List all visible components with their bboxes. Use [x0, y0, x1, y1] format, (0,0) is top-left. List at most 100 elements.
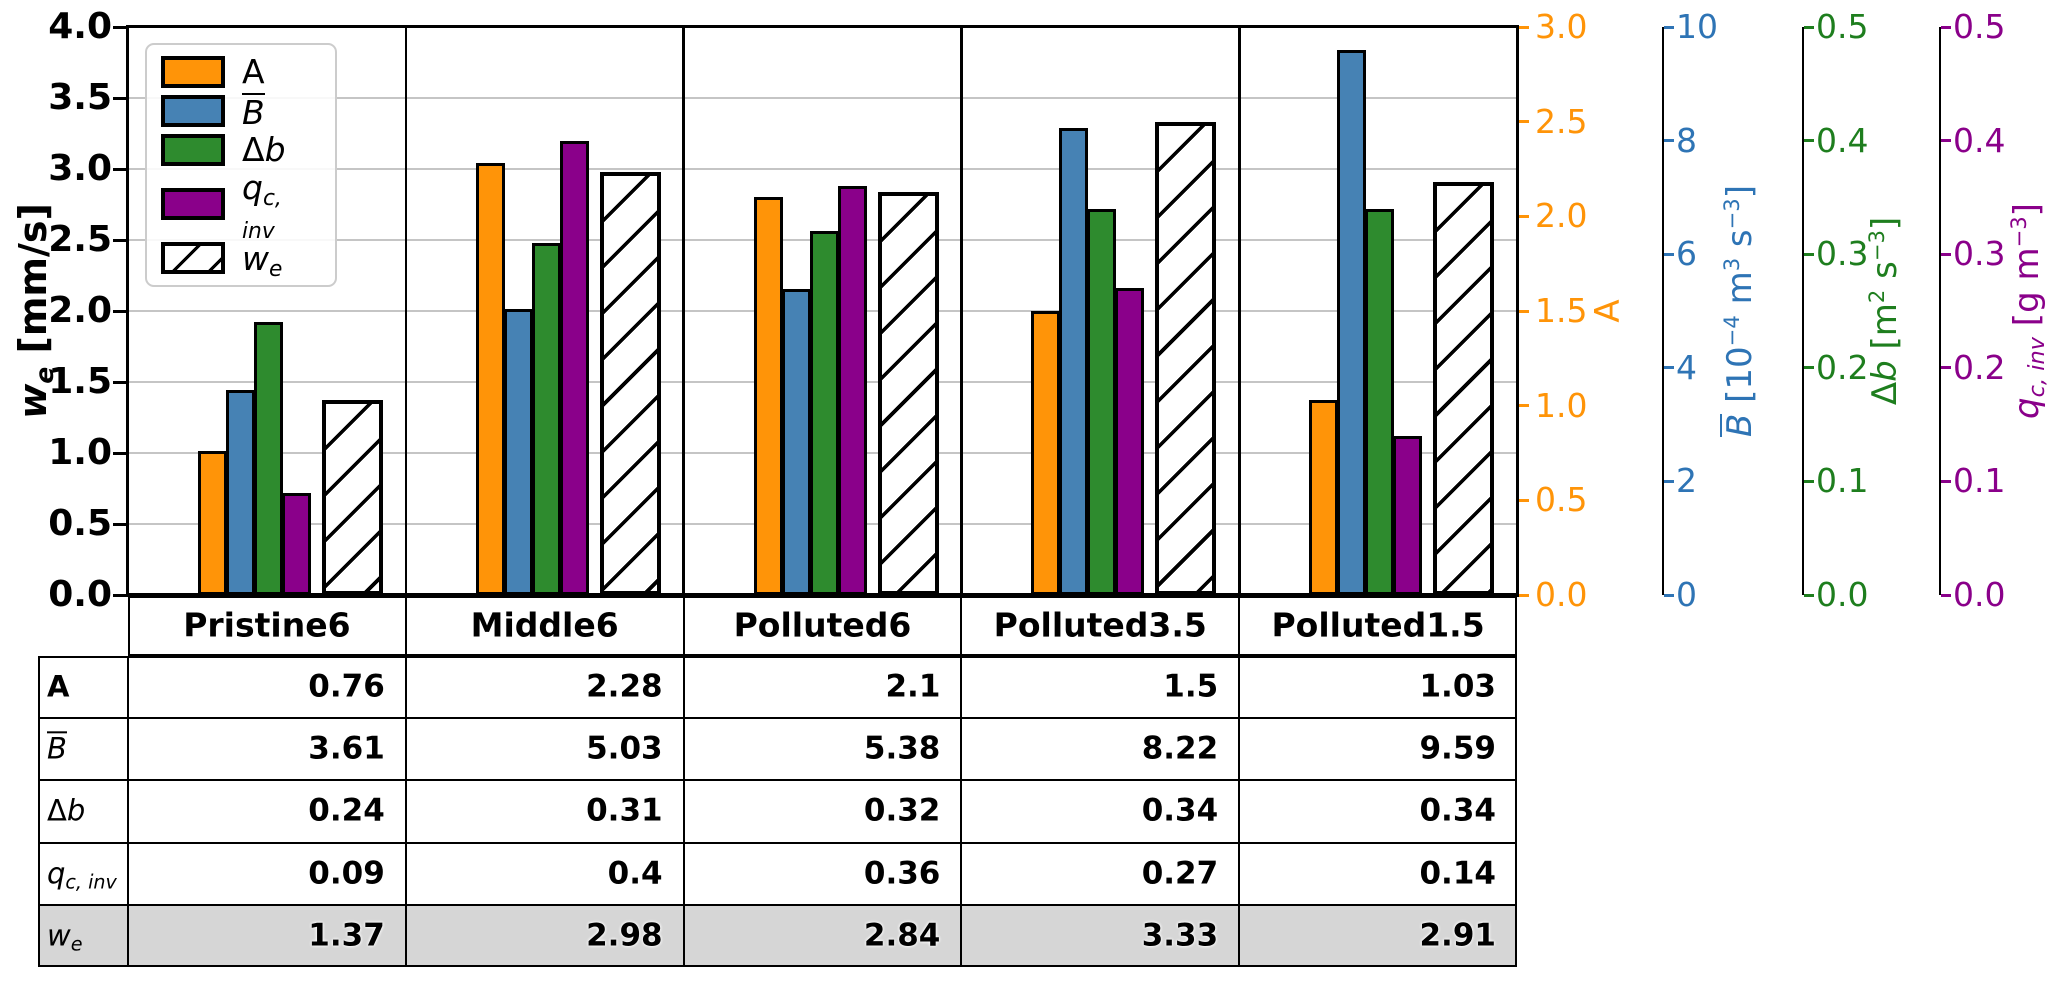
- right-tick-mark-B: [1664, 593, 1674, 597]
- table-value: 0.76: [308, 668, 385, 705]
- table-cell-A-Pristine6: 0.76: [128, 656, 406, 719]
- table-cell-B-Polluted3.5: 8.22: [961, 718, 1240, 781]
- text-token: −3: [2006, 216, 2032, 248]
- right-tick-mark-A: [1519, 498, 1529, 502]
- panel-divider: [404, 27, 408, 595]
- right-tick-label-B: 0: [1676, 575, 1697, 614]
- legend-item-Δb: Δb: [161, 133, 321, 166]
- text-token: q: [242, 168, 263, 208]
- bar-A-Polluted1.5: [1309, 400, 1339, 595]
- legend-label-B̄: B: [242, 92, 265, 129]
- text-token: c, inv: [242, 186, 282, 245]
- right-tick-mark-B: [1664, 25, 1674, 29]
- right-tick-label-B: 4: [1676, 347, 1697, 387]
- bar-B̄-Polluted6: [781, 289, 811, 595]
- right-tick-label-q: 0.0: [1953, 575, 2006, 614]
- table-cell-B-Polluted6: 5.38: [683, 718, 962, 781]
- table-cell-A-Polluted1.5: 1.03: [1239, 656, 1517, 719]
- legend-item-q_c,inv: qc, inv: [161, 168, 321, 243]
- text-token: ]: [1865, 216, 1905, 231]
- right-tick-label-A: 3.0: [1535, 7, 1588, 46]
- right-tick-mark-q: [1941, 252, 1951, 256]
- right-tick-mark-B: [1664, 252, 1674, 256]
- bar-q_c,inv-Polluted1.5: [1393, 435, 1423, 595]
- left-tick-label: 1.5: [48, 361, 112, 402]
- plot-area: [128, 27, 1517, 595]
- table-header-label: Pristine6: [183, 605, 351, 645]
- table-value: 1.37: [308, 917, 385, 954]
- axis-spine-left: [126, 26, 129, 596]
- table-value: 0.14: [1419, 854, 1496, 891]
- right-axis-label-B: B [10−4 m3 s−3]: [1719, 185, 1760, 437]
- text-token: −4: [1719, 315, 1745, 347]
- right-tick-label-db: 0.4: [1816, 120, 1869, 160]
- table-value: 2.98: [586, 917, 663, 954]
- right-tick-mark-B: [1664, 366, 1674, 370]
- text-token: A: [1588, 299, 1628, 323]
- bar-w_e-Polluted3.5: [1155, 122, 1217, 595]
- text-token: b: [264, 130, 286, 170]
- table-cell-db-Polluted3.5: 0.34: [961, 780, 1240, 843]
- text-token: c, inv: [2024, 337, 2051, 398]
- right-tick-mark-A: [1519, 214, 1529, 218]
- table-cell-we-Polluted6: 2.84: [683, 904, 962, 967]
- row-label-text: A: [39, 669, 127, 703]
- legend-label-w_e: we: [242, 242, 282, 280]
- table-cell-B-Pristine6: 3.61: [128, 718, 406, 781]
- right-tick-mark-db: [1804, 25, 1814, 29]
- table-header-label: Polluted3.5: [993, 605, 1207, 645]
- bar-q_c,inv-Polluted6: [837, 186, 867, 595]
- bar-q_c,inv-Pristine6: [282, 492, 311, 595]
- left-tick-mark: [113, 238, 126, 242]
- left-tick-mark: [113, 451, 126, 455]
- bar-q_c,inv-Polluted3.5: [1115, 288, 1145, 595]
- table-cell-we-Pristine6: 1.37: [128, 904, 406, 967]
- bar-Δb-Polluted6: [809, 231, 839, 595]
- table-cell-db-Polluted6: 0.32: [683, 780, 962, 843]
- right-tick-label-q: 0.5: [1953, 7, 2006, 46]
- legend-item-A: A: [161, 55, 321, 88]
- bar-Δb-Pristine6: [254, 322, 283, 595]
- bar-w_e-Middle6: [599, 171, 661, 595]
- table-header-cell-Polluted3.5: Polluted3.5: [961, 596, 1240, 656]
- right-tick-label-A: 1.0: [1535, 385, 1588, 425]
- table-row-label-db: Δb: [38, 780, 128, 843]
- table-value: 3.33: [1141, 917, 1219, 954]
- table-cell-db-Polluted1.5: 0.34: [1239, 780, 1517, 843]
- text-token: B: [1720, 413, 1760, 437]
- table-cell-A-Polluted6: 2.1: [683, 656, 962, 719]
- table-cell-we-Middle6: 2.98: [405, 904, 684, 967]
- table-header-cell-Middle6: Middle6: [405, 596, 684, 656]
- bar-B̄-Middle6: [503, 309, 533, 595]
- legend-swatch-q_c,inv: [161, 188, 225, 221]
- panel-divider: [960, 27, 963, 595]
- right-tick-label-B: 2: [1676, 461, 1697, 501]
- axis-spine-right: [1516, 26, 1519, 596]
- bar-w_e-Polluted1.5: [1433, 181, 1495, 595]
- table-value: 0.24: [308, 792, 385, 829]
- axis-spine-top: [126, 25, 1519, 28]
- table-cell-q-Polluted3.5: 0.27: [961, 842, 1240, 905]
- legend-item-B̄: B: [161, 92, 321, 129]
- right-tick-mark-q: [1941, 25, 1951, 29]
- legend-label-q_c,inv: qc, inv: [242, 168, 321, 242]
- table-cell-q-Middle6: 0.4: [405, 842, 684, 905]
- panel-divider: [682, 27, 685, 595]
- left-tick-mark: [113, 309, 126, 313]
- table-cell-q-Polluted1.5: 0.14: [1239, 842, 1517, 905]
- text-token: 2: [1864, 289, 1890, 304]
- table-value: 2.84: [863, 917, 941, 954]
- bar-A-Middle6: [475, 163, 505, 595]
- right-tick-label-B: 6: [1676, 234, 1697, 274]
- right-tick-label-B: 8: [1676, 120, 1697, 160]
- right-tick-mark-db: [1804, 139, 1814, 143]
- right-tick-mark-A: [1519, 25, 1529, 29]
- bar-A-Polluted6: [753, 197, 783, 595]
- text-token: w: [47, 918, 71, 953]
- right-axis-label-q: qc, inv [g m−3]: [2006, 203, 2051, 419]
- right-axis-spine-B: [1662, 27, 1665, 595]
- table-header-label: Polluted1.5: [1271, 605, 1485, 645]
- table-row-label-B: B: [38, 718, 128, 781]
- text-token: e: [30, 366, 60, 384]
